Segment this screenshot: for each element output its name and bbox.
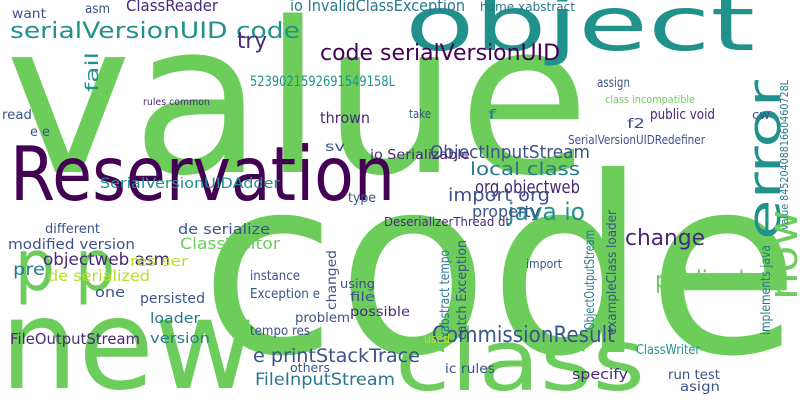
word: p p [15,225,115,307]
word: persisted [140,291,205,307]
word: ClassWriter [636,343,701,358]
word: home xabstract [480,0,575,14]
word: class [395,312,645,400]
word: serialVersionUID code [10,19,300,44]
word: used [424,332,450,346]
word: one [95,285,125,301]
word: import [526,257,562,271]
word: java io [507,198,585,226]
word: asign [680,380,720,395]
word: ClassVisitor [180,234,280,253]
word: public class [655,266,780,294]
word: de serialized [48,267,150,285]
word: org objectweb [475,177,580,198]
word: ic rules [445,362,495,377]
word: local class [470,159,580,180]
word: new [0,273,255,400]
word: ObjectOutputStream [583,230,598,330]
word: SerialVersionUIDRedefiner [568,133,705,147]
word: read [2,108,32,123]
word: rules common [143,97,210,108]
word: public void [650,107,715,123]
word: exampleClass loader [605,209,620,335]
word: xabstract tempo [438,250,453,338]
word: loader [150,311,200,327]
word: tempo res [250,324,310,339]
word: code serialVersionUID [320,41,560,66]
word: res ser [130,254,188,270]
word: asm [85,2,110,17]
word: take [409,107,431,121]
word: catch Exception [455,240,470,340]
word: FileInputStream [255,370,395,390]
word: different [45,222,100,237]
word: cw [752,108,770,122]
word: property [472,202,540,221]
word: modified version [8,237,135,253]
word: SerialVersionUIDAdder [100,176,280,192]
word: f [488,108,497,123]
word: class incompatible [605,93,695,106]
word: using [340,277,375,291]
word: others [290,361,330,375]
word: io Serializable [370,148,470,163]
word: type [348,191,376,206]
word: import org [448,185,550,206]
word: value 8452040881660460728L [778,79,791,230]
word: objectweb asm [43,250,170,270]
word: e e [30,125,50,140]
word: specify [572,367,628,383]
word: problem [295,311,350,326]
word: instance [250,269,300,284]
word: run test [668,368,720,383]
word: Reservation [10,130,395,218]
word: value [5,0,590,222]
word: change [625,226,705,251]
word: sv [325,140,345,155]
word: thrown [320,109,370,127]
word: code [200,125,800,400]
word: f2 [627,117,645,132]
word: now [761,210,800,300]
word: possible [350,305,410,320]
word: file [350,290,375,304]
word: version [150,331,210,347]
word: ObjectInputStream [430,142,590,163]
word: error [738,79,791,240]
word: 5239021592691549158L [250,74,395,90]
word: FileOutputStream [10,330,140,348]
word: CommissionResult [432,323,615,348]
word: try [237,29,267,54]
word: fail [82,52,103,92]
word: implements java [759,245,774,335]
word: de serialize [178,222,270,238]
word: changed [325,250,340,310]
word: pre [13,260,45,280]
word: ClassReader [126,0,218,15]
word: want [12,7,46,22]
word: object [405,0,755,68]
word: Exception e [250,287,320,302]
word: e printStackTrace [253,345,420,367]
word: assign [597,76,630,91]
word: io InvalidClassException [290,0,465,15]
word: DeserializerThread dt [384,215,510,229]
